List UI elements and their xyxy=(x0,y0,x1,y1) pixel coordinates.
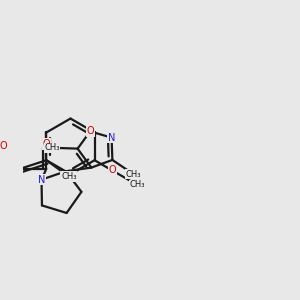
Text: N: N xyxy=(108,133,115,142)
Text: CH₃: CH₃ xyxy=(126,170,141,179)
Text: O: O xyxy=(109,166,116,176)
Text: CH₃: CH₃ xyxy=(129,180,145,189)
Text: O: O xyxy=(0,141,8,151)
Text: CH₃: CH₃ xyxy=(61,172,77,181)
Text: CH₃: CH₃ xyxy=(44,143,60,152)
Text: O: O xyxy=(86,126,94,136)
Text: O: O xyxy=(43,139,50,149)
Text: N: N xyxy=(38,175,45,184)
